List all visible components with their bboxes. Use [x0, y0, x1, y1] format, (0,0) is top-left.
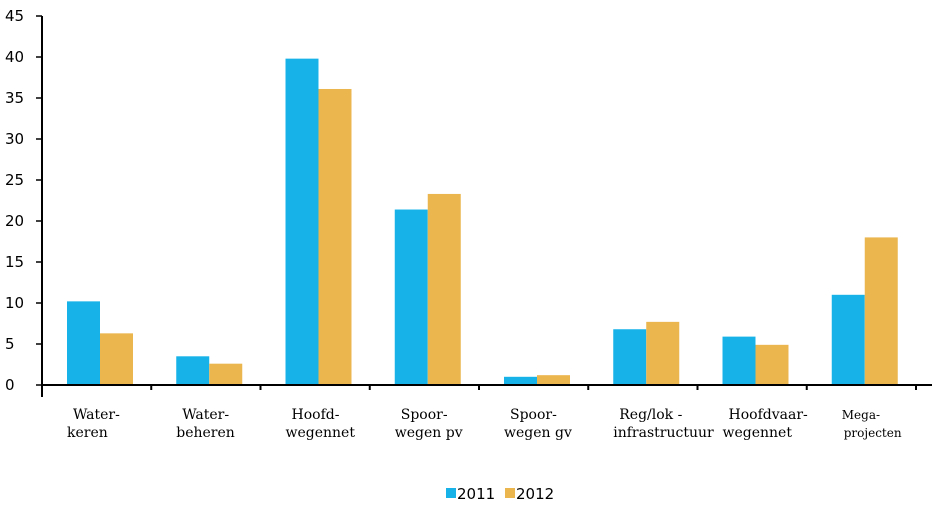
x-category-label: Hoofdvaar-wegennet — [723, 407, 809, 441]
x-category-label-line: Hoofd- — [292, 407, 340, 423]
x-category-label-line: Hoofdvaar- — [729, 407, 809, 423]
x-category-label-line: wegennet — [286, 425, 356, 441]
bar-2011-5 — [504, 376, 537, 385]
y-tick-label: 30 — [5, 130, 24, 148]
bar-2012-7 — [755, 344, 789, 385]
y-tick-label: 20 — [5, 212, 24, 230]
bar-2011-3 — [285, 58, 319, 385]
x-axis — [42, 384, 932, 390]
bar-2012-8 — [864, 237, 898, 385]
x-category-label-line: Spoor- — [510, 407, 557, 423]
bar-2012-4 — [427, 193, 461, 385]
x-category-label-line: wegen pv — [395, 425, 463, 441]
legend-swatch-2011 — [446, 488, 456, 498]
y-tick-label: 35 — [5, 89, 24, 107]
bar-2011-2 — [176, 356, 210, 385]
x-category-label: Reg/lok - infrastructuur — [613, 407, 714, 441]
x-category-label: Water-keren — [67, 407, 120, 441]
x-category-label-line: Water- — [182, 407, 229, 423]
x-category-label: Mega-projecten — [842, 408, 902, 440]
bar-2011-8 — [831, 294, 865, 385]
x-category-label-line: wegennet — [723, 425, 793, 441]
legend-label-2011: 2011 — [457, 485, 495, 503]
bar-2011-6 — [613, 329, 647, 385]
x-category-label-line: keren — [67, 425, 108, 441]
bar-2011-4 — [394, 209, 428, 385]
x-category-label-line: Reg/lok - — [619, 407, 682, 423]
bar-2011-1 — [67, 301, 100, 385]
x-category-label-line: Spoor- — [401, 407, 448, 423]
y-axis: 0 5 10 15 20 25 30 35 40 45 — [5, 7, 43, 397]
y-tick-label: 40 — [5, 48, 24, 66]
bar-2012-2 — [209, 363, 243, 385]
bar-2012-3 — [318, 88, 352, 385]
y-tick-label: 15 — [5, 253, 24, 271]
x-category-label-line: infrastructuur — [613, 425, 714, 441]
y-tick-label: 25 — [5, 171, 24, 189]
y-tick-label: 5 — [5, 335, 15, 353]
x-category-label: Spoor-wegen pv — [395, 407, 463, 441]
x-category-label: Hoofd-wegennet — [286, 407, 356, 441]
x-category-label: Spoor-wegen gv — [504, 407, 572, 441]
legend-swatch-2012 — [505, 488, 515, 498]
bars — [67, 58, 898, 385]
bar-2012-6 — [646, 321, 680, 385]
y-tick-label: 10 — [5, 294, 24, 312]
bar-2011-7 — [722, 336, 756, 385]
category-labels: Water-kerenWater-beherenHoofd-wegennetSp… — [67, 407, 902, 441]
legend: 2011 2012 — [446, 485, 554, 503]
bar-2012-1 — [100, 333, 133, 385]
x-category-label-line: Water- — [73, 407, 120, 423]
y-tick-label: 45 — [5, 7, 24, 25]
x-category-label-line: Mega- — [842, 408, 880, 422]
x-category-label: Water-beheren — [176, 407, 235, 441]
y-tick-label: 0 — [5, 376, 15, 394]
x-category-label-line: wegen gv — [504, 425, 572, 441]
x-category-label-line: projecten — [844, 426, 902, 440]
bar-2012-5 — [537, 375, 570, 385]
x-category-label-line: beheren — [176, 425, 235, 441]
legend-label-2012: 2012 — [516, 485, 554, 503]
